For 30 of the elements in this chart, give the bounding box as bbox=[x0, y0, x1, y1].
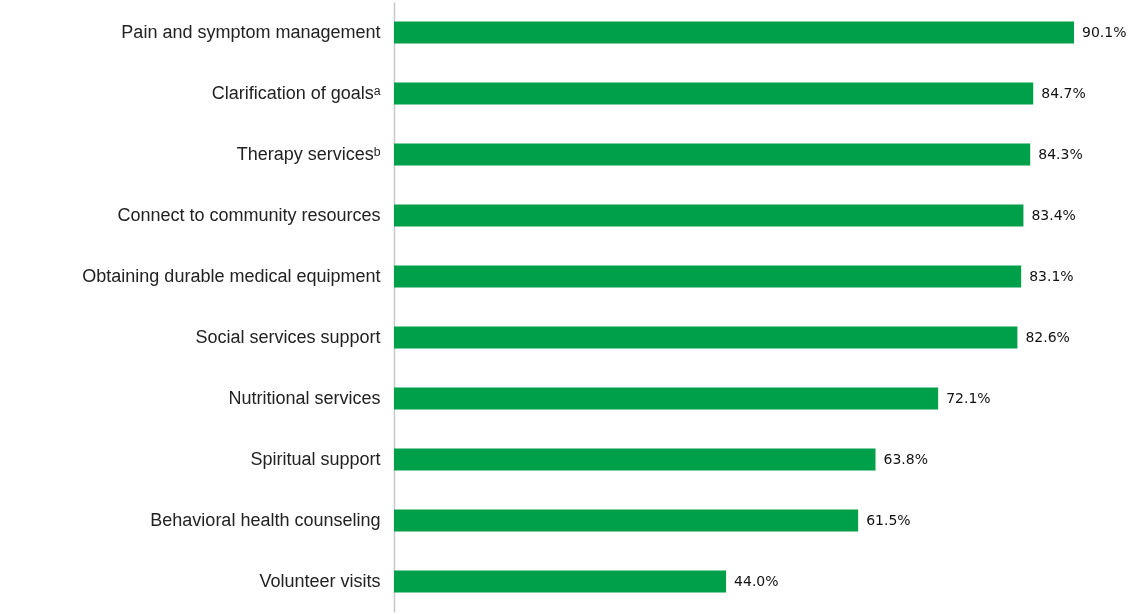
y-tick-label: Social services support bbox=[195, 326, 381, 347]
bar bbox=[394, 387, 939, 410]
bar bbox=[394, 21, 1074, 44]
data-label: 44.0% bbox=[734, 572, 779, 589]
y-tick-label: Clarification of goalsᵃ bbox=[211, 82, 381, 103]
data-label: 90.1% bbox=[1082, 23, 1127, 40]
y-tick-label: Behavioral health counseling bbox=[150, 509, 381, 530]
data-label: 82.6% bbox=[1025, 328, 1070, 345]
data-label: 63.8% bbox=[883, 450, 928, 467]
bar bbox=[394, 448, 876, 471]
bar bbox=[394, 204, 1024, 227]
bar bbox=[394, 143, 1031, 166]
data-label: 83.1% bbox=[1029, 267, 1074, 284]
data-label: 72.1% bbox=[946, 389, 991, 406]
y-tick-label: Spiritual support bbox=[250, 448, 381, 469]
y-tick-label: Pain and symptom management bbox=[121, 21, 381, 42]
data-label: 61.5% bbox=[866, 511, 911, 528]
bar bbox=[394, 509, 859, 532]
data-label: 84.7% bbox=[1041, 84, 1086, 101]
bar bbox=[394, 570, 727, 593]
y-tick-label: Therapy servicesᵇ bbox=[236, 143, 381, 164]
y-tick-label: Nutritional services bbox=[228, 387, 381, 408]
bar bbox=[394, 82, 1034, 105]
y-tick-label: Obtaining durable medical equipment bbox=[82, 265, 381, 286]
bar bbox=[394, 265, 1022, 288]
y-tick-label: Connect to community resources bbox=[117, 204, 381, 225]
data-label: 84.3% bbox=[1038, 145, 1083, 162]
data-label: 83.4% bbox=[1031, 206, 1076, 223]
y-tick-label: Volunteer visits bbox=[259, 570, 381, 591]
bar bbox=[394, 326, 1018, 349]
